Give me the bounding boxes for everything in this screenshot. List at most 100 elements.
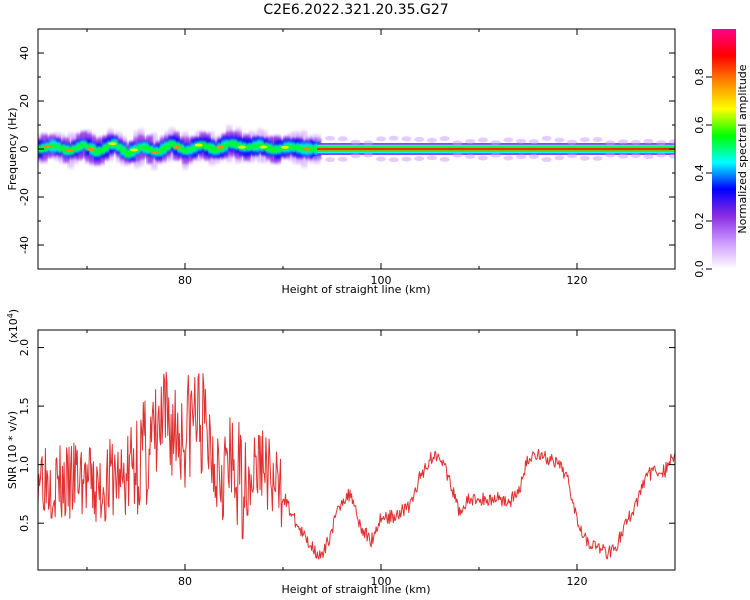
heatmap-cell xyxy=(137,145,145,150)
heatmap-hotspot xyxy=(237,145,246,149)
heatmap-halo xyxy=(376,156,386,162)
heatmap-halo xyxy=(439,136,450,142)
heatmap-hotspot xyxy=(280,145,289,149)
heatmap-cell xyxy=(120,147,127,154)
spectrogram-frame xyxy=(37,28,676,270)
heatmap-halo xyxy=(337,156,348,162)
heatmap-cell xyxy=(292,145,299,150)
y-tick-label: 2.0 xyxy=(18,339,31,357)
heatmap-cell xyxy=(243,145,251,150)
heatmap-hotspot xyxy=(108,142,117,146)
heatmap-cell xyxy=(309,146,317,152)
heatmap-halo xyxy=(426,137,437,143)
heatmap-cell xyxy=(115,145,123,150)
heatmap-halo xyxy=(656,140,667,146)
heatmap-halo xyxy=(350,153,361,159)
y-tick-label: -20 xyxy=(18,188,31,206)
heatmap-halo xyxy=(312,137,323,143)
colorbar-label: Normalized spectral amplitude xyxy=(736,64,749,233)
heatmap-halo xyxy=(618,153,629,159)
y-tick-label: -40 xyxy=(18,236,31,254)
heatmap-cell xyxy=(287,145,295,149)
heatmap-hotspot xyxy=(43,145,52,149)
heatmap-cell xyxy=(49,143,57,148)
y-tick-label: 40 xyxy=(18,46,31,60)
heatmap-halo xyxy=(516,154,527,160)
heatmap-hotspot xyxy=(216,145,225,149)
heatmap-cell xyxy=(186,148,193,152)
heatmap-halo xyxy=(503,137,514,143)
heatmap-cell xyxy=(257,143,264,148)
spectrogram-heatmap xyxy=(38,125,675,170)
heatmap-halo xyxy=(541,157,552,163)
heatmap-hotspot xyxy=(173,145,182,149)
heatmap-halo xyxy=(528,139,539,145)
heatmap-halo xyxy=(414,136,425,142)
snr-multiplier: (x104) xyxy=(6,309,20,343)
heatmap-cell xyxy=(182,148,189,153)
heatmap-halo xyxy=(452,152,463,158)
colorbar-tick-label: 0.0 xyxy=(693,260,706,278)
heatmap-cell xyxy=(248,145,255,149)
heatmap-cell xyxy=(230,141,237,147)
spectrogram-panel: 80 100 120 -40 -20 0 20 40 Height of straight l… xyxy=(6,28,676,296)
colorbar-ticks: 0.0 0.2 0.4 0.6 0.8 xyxy=(693,68,712,278)
spectrogram-ylabel: Frequency (Hz) xyxy=(6,108,19,191)
snr-ylabel: SNR (10 * v/v) xyxy=(6,411,19,489)
heatmap-cell xyxy=(40,145,48,151)
heatmap-halo xyxy=(490,152,501,158)
heatmap-halo xyxy=(350,139,361,145)
heatmap-halo xyxy=(554,137,565,143)
heatmap-halo xyxy=(630,153,641,159)
heatmap-cell xyxy=(98,147,105,154)
heatmap-hotspot xyxy=(259,145,268,149)
snr-panel: 80 100 120 0.5 1.0 1.5 2.0 Height of straight … xyxy=(6,309,676,596)
snr-series-line xyxy=(38,371,675,560)
heatmap-cell xyxy=(190,146,198,150)
heatmap-cell xyxy=(93,149,101,155)
heatmap-cell xyxy=(146,147,154,152)
heatmap-halo xyxy=(605,152,616,158)
heatmap-halo xyxy=(630,139,641,145)
heatmap-halo xyxy=(401,136,412,142)
heatmap-halo xyxy=(656,152,667,158)
heatmap-halo xyxy=(426,155,437,161)
heatmap-cell xyxy=(199,142,207,149)
colorbar-tick-label: 0.8 xyxy=(693,68,706,86)
heatmap-halo xyxy=(477,155,488,161)
heatmap-halo xyxy=(643,138,654,144)
colorbar-tick-label: 0.6 xyxy=(693,116,706,134)
heatmap-hotspot xyxy=(65,149,74,153)
colorbar-gradient xyxy=(712,29,736,269)
heatmap-halo xyxy=(465,153,476,159)
heatmap-hotspot xyxy=(86,147,95,151)
heatmap-halo xyxy=(567,153,578,159)
heatmap-cell xyxy=(204,144,211,150)
heatmap-halo xyxy=(439,156,450,162)
heatmap-cell xyxy=(85,145,92,149)
snr-ticks: 80 100 120 0.5 1.0 1.5 2.0 xyxy=(18,330,675,588)
heatmap-cell xyxy=(159,146,167,152)
heatmap-cell xyxy=(80,142,88,147)
colorbar: 0.0 0.2 0.4 0.6 0.8 Normalized spectral ampl… xyxy=(693,29,749,278)
heatmap-halo xyxy=(643,154,654,160)
x-tick-label: 100 xyxy=(371,274,392,287)
figure-title: C2E6.2022.321.20.35.G27 xyxy=(263,2,448,18)
heatmap-halo xyxy=(401,156,412,162)
snr-frame xyxy=(37,329,676,571)
spectrogram-xlabel: Height of straight line (km) xyxy=(281,283,430,296)
x-tick-label: 100 xyxy=(371,575,392,588)
heatmap-halo xyxy=(605,140,616,146)
heatmap-cell xyxy=(168,141,176,147)
heatmap-hotspot xyxy=(302,147,311,151)
heatmap-halo xyxy=(567,139,578,145)
heatmap-halo xyxy=(388,135,399,141)
colorbar-tick-label: 0.2 xyxy=(693,212,706,230)
heatmap-cell xyxy=(208,145,215,152)
heatmap-halo xyxy=(618,139,629,145)
y-tick-label: 20 xyxy=(18,94,31,108)
heatmap-hotspot xyxy=(151,151,160,155)
heatmap-cell xyxy=(226,141,233,146)
heatmap-cell xyxy=(54,144,61,149)
heatmap-halo xyxy=(477,137,488,143)
